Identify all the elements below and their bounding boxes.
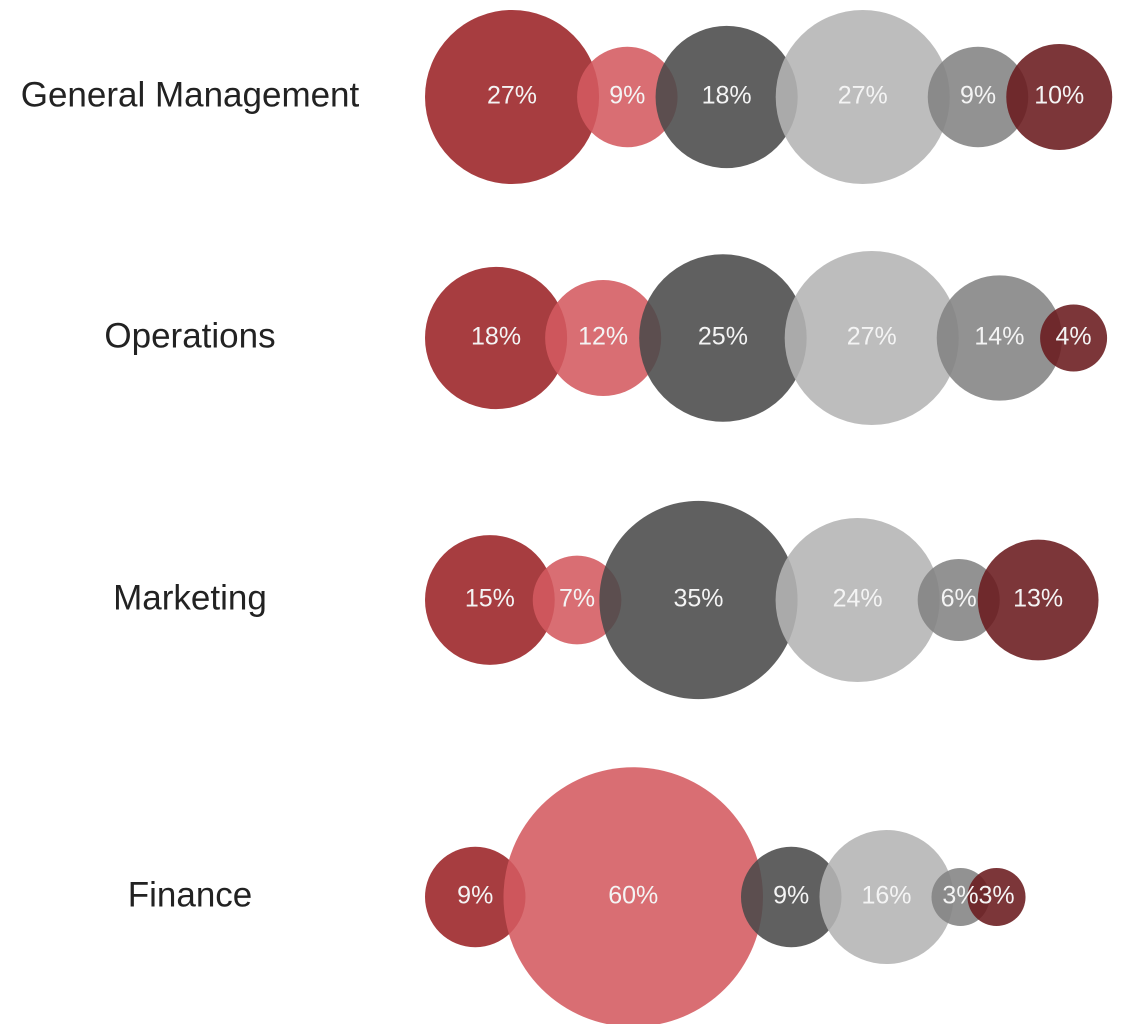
bubble [740,846,842,948]
bubble-label: 9% [773,882,809,910]
bubble-label: 9% [609,82,645,110]
bubble [927,46,1029,148]
bubble-label: 3% [978,882,1014,910]
bubble [577,46,678,148]
bubble-label: 18% [471,323,521,351]
bubble-label: 14% [974,323,1024,351]
bubble-label: 13% [1013,585,1063,613]
bubble [545,279,662,397]
bubble-label: 10% [1034,82,1084,110]
bubble-label: 35% [673,585,723,613]
bubble [532,555,622,645]
bubble [655,25,798,169]
bubble-label: 15% [465,585,515,613]
bubble [1006,44,1113,150]
bubble-label: 7% [559,585,595,613]
bubble [775,9,950,185]
bubble-label: 9% [960,82,996,110]
bubble [936,275,1063,401]
category-label: Finance [128,875,253,914]
bubble-label: 27% [847,323,897,351]
bubble [977,539,1099,661]
bubble [775,517,940,683]
bubble-label: 27% [838,82,888,110]
bubble [425,9,600,185]
bubble-label: 27% [487,82,537,110]
category-label: Operations [104,316,275,355]
bubble-label: 4% [1056,323,1092,351]
bubble-label: 24% [833,585,883,613]
bubble [1040,304,1108,372]
bubble-label: 9% [457,882,493,910]
bubble-label: 6% [941,585,977,613]
bubble [784,250,959,426]
bubble [599,500,798,700]
category-label: General Management [21,75,360,114]
bubble-label: 18% [702,82,752,110]
bubble [425,846,526,948]
bubble-label: 25% [698,323,748,351]
bubble-label: 12% [578,323,628,351]
bubble [819,830,954,964]
bubble [639,254,807,422]
bubble [503,767,763,1024]
bubble-label: 3% [942,882,978,910]
bubble [425,535,555,665]
bubble-label: 60% [608,882,658,910]
bubble-label: 16% [861,882,911,910]
bubble [967,867,1026,927]
bubble [425,266,568,410]
bubble [917,558,1000,642]
category-label: Marketing [113,578,267,617]
